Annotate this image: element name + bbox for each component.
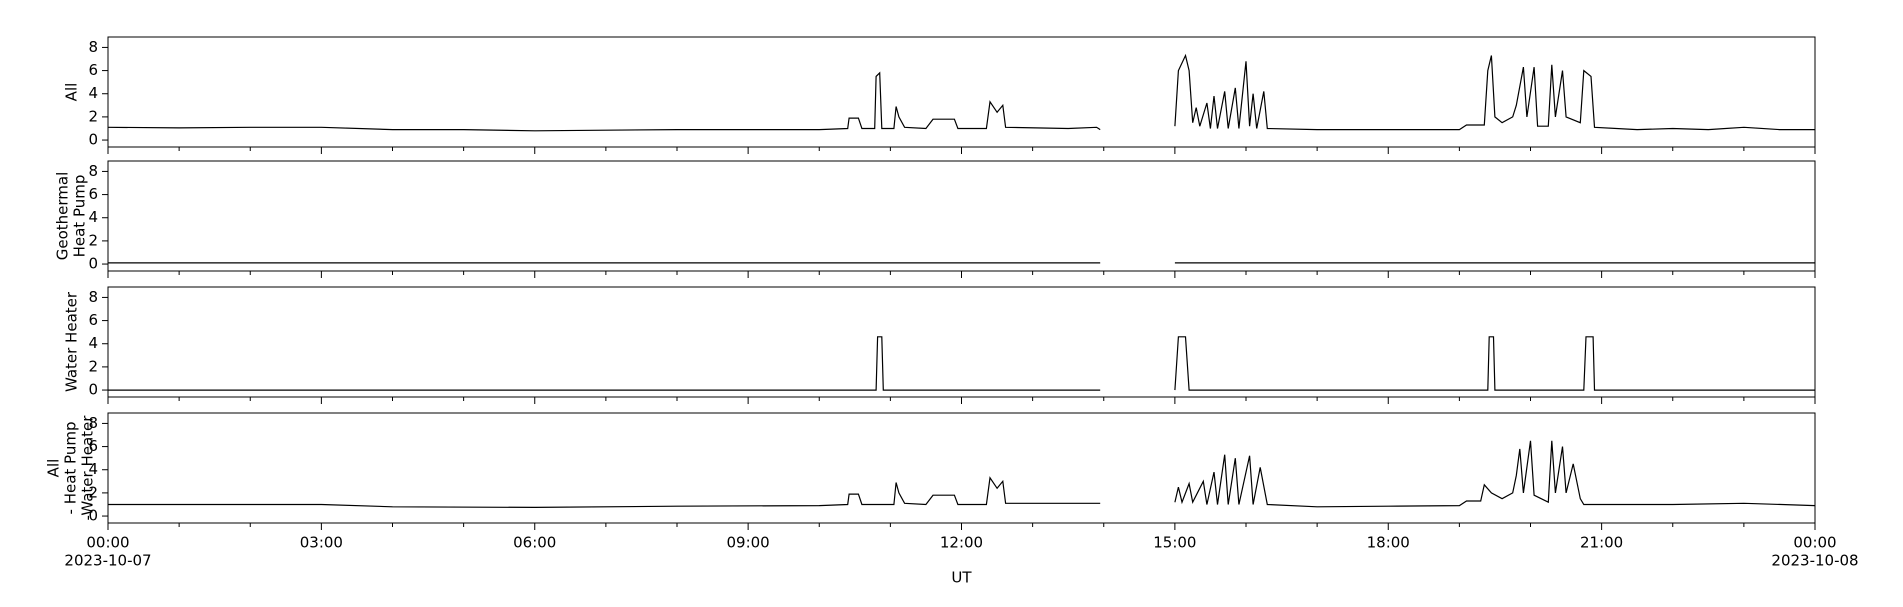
y-tick-label: 6: [88, 311, 98, 329]
y-tick-label: 0: [88, 255, 98, 273]
y-axis-label: Heat Pump: [71, 175, 89, 258]
y-tick-label: 6: [88, 61, 98, 79]
y-tick-label: 8: [88, 38, 98, 56]
y-tick-label: 8: [88, 414, 98, 432]
x-tick-label: 09:00: [727, 534, 770, 552]
y-axis-label: Water Heater: [63, 291, 81, 392]
x-tick-label: 00:00: [86, 534, 129, 552]
y-axis-label: - Heat Pump: [62, 422, 80, 515]
y-tick-label: 2: [88, 231, 98, 249]
y-axis-label: Geothermal: [54, 172, 72, 261]
y-axis-label: -Water Heater: [79, 415, 97, 521]
y-tick-label: 6: [88, 185, 98, 203]
x-tick-label: 03:00: [300, 534, 343, 552]
y-tick-label: 6: [88, 437, 98, 455]
data-line: [108, 440, 1816, 509]
y-tick-label: 4: [88, 208, 98, 226]
x-tick-sublabel: 2023-10-07: [64, 552, 151, 570]
y-tick-label: 2: [88, 357, 98, 375]
x-axis-label: UT: [951, 569, 972, 587]
y-tick-label: 0: [88, 131, 98, 149]
y-axis-label: All: [63, 83, 81, 102]
x-tick-label: 15:00: [1153, 534, 1196, 552]
x-tick-label: 12:00: [940, 534, 983, 552]
y-axis-label: All: [45, 459, 63, 478]
plot-frame: [107, 286, 1816, 398]
x-tick-label: 18:00: [1367, 534, 1410, 552]
x-tick-sublabel: 2023-10-08: [1771, 552, 1858, 570]
y-tick-label: 4: [88, 460, 98, 478]
x-tick-label: 00:00: [1793, 534, 1836, 552]
y-tick-label: 2: [88, 107, 98, 125]
data-line: [107, 53, 1815, 132]
y-tick-label: 0: [88, 381, 98, 399]
y-tick-label: 2: [88, 483, 98, 501]
data-line: [108, 336, 1815, 391]
y-tick-label: 4: [88, 334, 98, 352]
plot-frame: [107, 160, 1816, 272]
x-tick-label: 21:00: [1580, 534, 1623, 552]
y-tick-label: 8: [88, 288, 98, 306]
x-tick-label: 06:00: [513, 534, 556, 552]
y-tick-label: 0: [88, 507, 98, 525]
y-tick-label: 8: [88, 162, 98, 180]
y-tick-label: 4: [88, 84, 98, 102]
